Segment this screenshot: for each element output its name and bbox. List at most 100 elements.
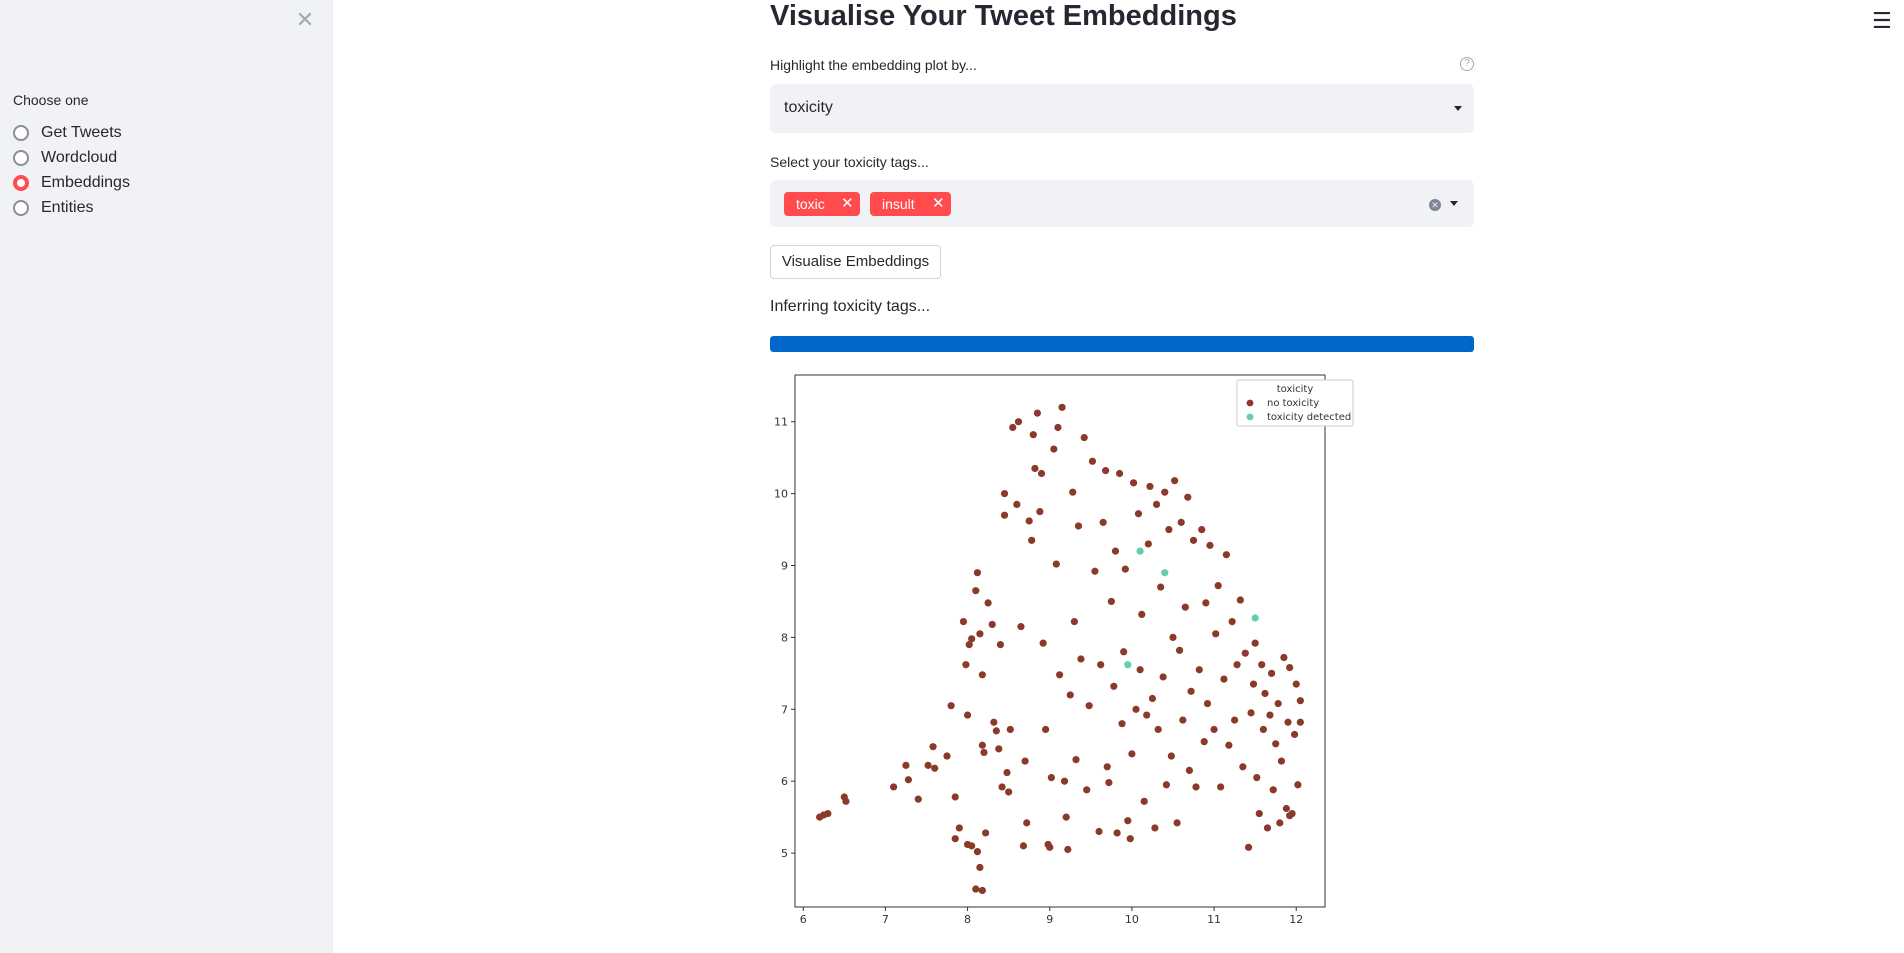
remove-tag-icon[interactable]: ✕ <box>932 195 945 212</box>
point-no-toxicity <box>1203 699 1212 708</box>
point-no-toxicity <box>1143 711 1151 719</box>
visualise-embeddings-button[interactable]: Visualise Embeddings <box>770 245 941 279</box>
clear-all-icon[interactable]: ✕ <box>1429 199 1441 211</box>
point-no-toxicity <box>929 743 937 751</box>
point-no-toxicity <box>978 671 986 679</box>
radio-circle[interactable] <box>13 124 29 141</box>
radio-option-entities[interactable]: Entities <box>13 195 130 220</box>
point-no-toxicity <box>976 863 984 872</box>
point-no-toxicity <box>992 727 1000 735</box>
point-no-toxicity <box>943 752 951 760</box>
point-no-toxicity <box>1126 835 1134 843</box>
point-no-toxicity <box>1162 781 1171 789</box>
point-no-toxicity <box>1266 711 1274 719</box>
point-no-toxicity <box>1138 610 1146 618</box>
point-no-toxicity <box>1241 649 1249 657</box>
chevron-down-icon[interactable] <box>1450 201 1458 206</box>
point-no-toxicity <box>1184 493 1192 501</box>
status-text: Inferring toxicity tags... <box>770 298 931 315</box>
point-no-toxicity <box>1258 661 1266 669</box>
legend-title: toxicity <box>1277 384 1314 395</box>
point-no-toxicity <box>1171 477 1179 485</box>
point-no-toxicity <box>951 835 959 843</box>
point-no-toxicity <box>1118 720 1126 728</box>
point-no-toxicity <box>1276 819 1284 827</box>
y-tick-label: 11 <box>774 416 788 429</box>
x-tick-label: 6 <box>800 913 807 926</box>
point-no-toxicity <box>995 745 1003 753</box>
point-no-toxicity <box>1054 423 1062 432</box>
highlight-label: Highlight the embedding plot by... <box>770 57 977 73</box>
menu-icon[interactable]: ☰ <box>1872 8 1892 33</box>
point-no-toxicity <box>1179 716 1187 724</box>
point-no-toxicity <box>1189 536 1198 544</box>
point-no-toxicity <box>1066 691 1074 699</box>
radio-option-wordcloud[interactable]: Wordcloud <box>13 145 130 170</box>
highlight-select-value: toxicity <box>784 99 833 116</box>
point-no-toxicity <box>1154 725 1162 734</box>
x-tick-label: 7 <box>882 913 889 926</box>
y-tick-label: 9 <box>781 560 788 573</box>
point-no-toxicity <box>1031 464 1039 473</box>
point-no-toxicity <box>1014 418 1023 426</box>
radio-circle[interactable] <box>13 174 29 191</box>
point-no-toxicity <box>1005 788 1013 796</box>
point-no-toxicity <box>1290 730 1299 739</box>
point-no-toxicity <box>1039 639 1047 647</box>
point-no-toxicity <box>1097 661 1105 669</box>
remove-tag-icon[interactable]: ✕ <box>841 195 854 212</box>
point-no-toxicity <box>1064 845 1072 854</box>
point-no-toxicity <box>914 795 922 803</box>
point-no-toxicity <box>1222 551 1230 559</box>
point-no-toxicity <box>1296 697 1304 705</box>
point-no-toxicity <box>1292 680 1300 688</box>
point-no-toxicity <box>1140 797 1148 805</box>
progress-fill <box>770 336 1474 352</box>
close-icon[interactable]: ✕ <box>295 7 315 32</box>
point-no-toxicity <box>1284 718 1292 726</box>
point-no-toxicity <box>1006 725 1014 734</box>
chevron-down-icon[interactable] <box>1454 106 1462 111</box>
point-no-toxicity <box>1202 599 1210 607</box>
point-no-toxicity <box>1251 639 1259 647</box>
point-no-toxicity <box>904 776 912 784</box>
radio-option-get-tweets[interactable]: Get Tweets <box>13 120 130 145</box>
point-no-toxicity <box>1128 750 1136 758</box>
point-no-toxicity <box>924 761 932 769</box>
point-no-toxicity <box>1036 507 1044 516</box>
point-no-toxicity <box>1019 842 1028 850</box>
point-no-toxicity <box>1185 766 1194 775</box>
point-no-toxicity <box>1144 540 1152 548</box>
radio-circle[interactable] <box>13 199 29 216</box>
sidebar: ✕ Choose one Get Tweets Wordcloud Embeddin… <box>0 0 333 953</box>
point-no-toxicity <box>1272 740 1280 748</box>
point-no-toxicity <box>1200 738 1208 746</box>
point-no-toxicity <box>1080 433 1088 442</box>
point-no-toxicity <box>1136 666 1144 674</box>
point-no-toxicity <box>1152 500 1161 509</box>
point-no-toxicity <box>842 797 850 805</box>
highlight-select[interactable]: toxicity <box>770 84 1474 133</box>
y-tick-label: 7 <box>781 703 788 716</box>
point-no-toxicity <box>962 661 970 669</box>
radio-option-embeddings[interactable]: Embeddings <box>13 170 130 195</box>
point-no-toxicity <box>1296 718 1304 726</box>
point-no-toxicity <box>1028 536 1036 544</box>
point-no-toxicity <box>1013 500 1021 509</box>
point-no-toxicity <box>1167 752 1175 760</box>
point-no-toxicity <box>1070 617 1078 626</box>
point-no-toxicity <box>1217 783 1225 791</box>
point-no-toxicity <box>890 783 898 791</box>
point-no-toxicity <box>1099 518 1107 526</box>
radio-circle[interactable] <box>13 149 29 166</box>
point-no-toxicity <box>988 620 996 629</box>
help-icon[interactable]: ? <box>1460 57 1474 71</box>
point-no-toxicity <box>1286 664 1294 672</box>
point-no-toxicity <box>1046 843 1054 851</box>
point-no-toxicity <box>972 587 980 595</box>
point-no-toxicity <box>1062 813 1070 821</box>
point-no-toxicity <box>1231 716 1239 724</box>
point-no-toxicity <box>982 829 990 837</box>
x-tick-label: 12 <box>1289 913 1303 926</box>
toxicity-tags-multiselect[interactable]: toxic ✕ insult ✕ ✕ <box>770 180 1474 227</box>
